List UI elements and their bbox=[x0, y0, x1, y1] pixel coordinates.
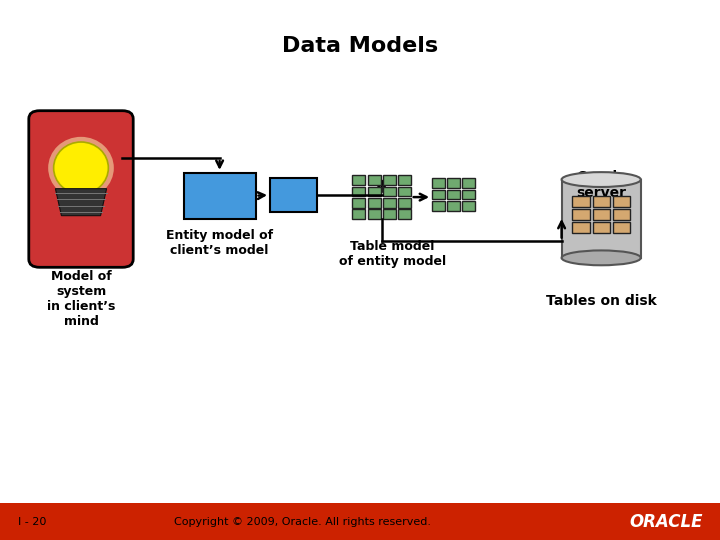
Bar bbox=[572, 222, 590, 233]
Bar bbox=[383, 198, 396, 207]
Bar bbox=[572, 196, 590, 207]
Bar bbox=[368, 175, 381, 185]
Bar bbox=[613, 222, 630, 233]
Bar bbox=[572, 209, 590, 220]
Bar bbox=[397, 209, 411, 219]
Bar bbox=[383, 175, 396, 185]
Text: ORACLE: ORACLE bbox=[629, 512, 703, 531]
Bar bbox=[368, 186, 381, 196]
Bar bbox=[383, 186, 396, 196]
Bar bbox=[353, 175, 366, 185]
Bar bbox=[447, 178, 460, 188]
Bar bbox=[432, 190, 445, 199]
Bar bbox=[0, 503, 720, 540]
Bar bbox=[613, 196, 630, 207]
Bar bbox=[593, 196, 610, 207]
FancyBboxPatch shape bbox=[29, 111, 133, 267]
Bar bbox=[593, 222, 610, 233]
Bar bbox=[447, 190, 460, 199]
Bar bbox=[397, 198, 411, 207]
Bar bbox=[353, 209, 366, 219]
Bar bbox=[397, 186, 411, 196]
Ellipse shape bbox=[562, 172, 641, 187]
Ellipse shape bbox=[562, 251, 641, 265]
Bar bbox=[462, 190, 475, 199]
Text: Table model
of entity model: Table model of entity model bbox=[339, 240, 446, 268]
Bar bbox=[270, 178, 317, 212]
Polygon shape bbox=[55, 188, 107, 215]
Bar bbox=[432, 201, 445, 211]
Bar bbox=[447, 201, 460, 211]
Text: Model of
system
in client’s
mind: Model of system in client’s mind bbox=[48, 270, 115, 328]
Bar bbox=[353, 198, 366, 207]
Bar bbox=[353, 186, 366, 196]
Bar bbox=[432, 178, 445, 188]
Text: Entity model of
client’s model: Entity model of client’s model bbox=[166, 230, 273, 258]
Bar bbox=[562, 179, 641, 258]
Bar bbox=[462, 201, 475, 211]
Text: Data Models: Data Models bbox=[282, 36, 438, 56]
Bar bbox=[613, 209, 630, 220]
Bar bbox=[368, 209, 381, 219]
Bar bbox=[383, 209, 396, 219]
Ellipse shape bbox=[48, 137, 114, 199]
Bar bbox=[593, 209, 610, 220]
Ellipse shape bbox=[53, 142, 109, 194]
Text: Tables on disk: Tables on disk bbox=[546, 294, 657, 308]
Bar bbox=[397, 175, 411, 185]
Text: Oracle
server: Oracle server bbox=[576, 170, 626, 200]
Text: Copyright © 2009, Oracle. All rights reserved.: Copyright © 2009, Oracle. All rights res… bbox=[174, 517, 431, 526]
Bar bbox=[368, 198, 381, 207]
Text: I - 20: I - 20 bbox=[18, 517, 46, 526]
Bar bbox=[184, 173, 256, 219]
Bar bbox=[462, 178, 475, 188]
